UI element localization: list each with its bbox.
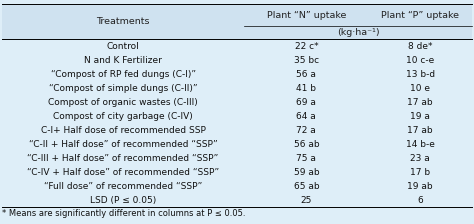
Text: Compost of organic wastes (C-III): Compost of organic wastes (C-III) xyxy=(48,97,198,106)
Text: “Full dose” of recommended “SSP”: “Full dose” of recommended “SSP” xyxy=(44,181,202,190)
Text: 10 e: 10 e xyxy=(410,84,430,93)
Bar xyxy=(2,39,472,207)
Text: 64 a: 64 a xyxy=(296,112,316,121)
Text: N and K Fertilizer: N and K Fertilizer xyxy=(84,56,162,65)
Bar xyxy=(2,4,472,39)
Text: 25: 25 xyxy=(301,196,312,205)
Text: Compost of city garbage (C-IV): Compost of city garbage (C-IV) xyxy=(53,112,193,121)
Text: 19 ab: 19 ab xyxy=(408,181,433,190)
Text: 69 a: 69 a xyxy=(296,97,316,106)
Text: 65 ab: 65 ab xyxy=(293,181,319,190)
Text: 75 a: 75 a xyxy=(296,153,316,162)
Text: 10 c-e: 10 c-e xyxy=(406,56,435,65)
Text: (kg·ha⁻¹): (kg·ha⁻¹) xyxy=(337,28,379,37)
Text: 17 b: 17 b xyxy=(410,168,430,177)
Text: 13 b-d: 13 b-d xyxy=(406,69,435,78)
Text: 23 a: 23 a xyxy=(410,153,430,162)
Text: Plant “P” uptake: Plant “P” uptake xyxy=(381,11,459,19)
Text: Control: Control xyxy=(107,41,139,50)
Text: 14 b-e: 14 b-e xyxy=(406,140,435,149)
Text: “Compost of RP fed dungs (C-I)”: “Compost of RP fed dungs (C-I)” xyxy=(51,69,195,78)
Text: * Means are significantly different in columns at P ≤ 0.05.: * Means are significantly different in c… xyxy=(2,209,246,218)
Text: 17 ab: 17 ab xyxy=(408,125,433,134)
Text: 8 de*: 8 de* xyxy=(408,41,433,50)
Text: “Compost of simple dungs (C-II)”: “Compost of simple dungs (C-II)” xyxy=(49,84,197,93)
Text: C-I+ Half dose of recommended SSP: C-I+ Half dose of recommended SSP xyxy=(41,125,205,134)
Text: Plant “N” uptake: Plant “N” uptake xyxy=(267,11,346,19)
Text: 72 a: 72 a xyxy=(296,125,316,134)
Text: 41 b: 41 b xyxy=(296,84,316,93)
Text: Treatments: Treatments xyxy=(96,17,150,26)
Text: LSD (P ≤ 0.05): LSD (P ≤ 0.05) xyxy=(90,196,156,205)
Text: 17 ab: 17 ab xyxy=(408,97,433,106)
Text: 22 c*: 22 c* xyxy=(294,41,318,50)
Text: 19 a: 19 a xyxy=(410,112,430,121)
Text: “C-II + Half dose” of recommended “SSP”: “C-II + Half dose” of recommended “SSP” xyxy=(29,140,218,149)
Text: “C-IV + Half dose” of recommended “SSP”: “C-IV + Half dose” of recommended “SSP” xyxy=(27,168,219,177)
Text: 6: 6 xyxy=(418,196,423,205)
Text: “C-III + Half dose” of recommended “SSP”: “C-III + Half dose” of recommended “SSP” xyxy=(27,153,219,162)
Text: 56 ab: 56 ab xyxy=(293,140,319,149)
Text: 59 ab: 59 ab xyxy=(293,168,319,177)
Text: 56 a: 56 a xyxy=(296,69,316,78)
Text: 35 bc: 35 bc xyxy=(294,56,319,65)
